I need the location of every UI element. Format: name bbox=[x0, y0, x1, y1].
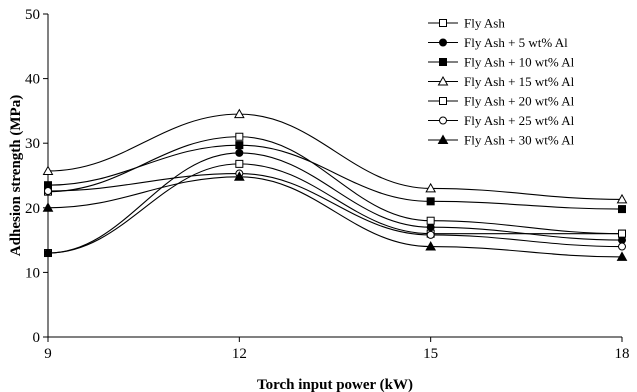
data-point bbox=[233, 108, 245, 119]
legend-label: Fly Ash + 15 wt% Al bbox=[464, 74, 575, 89]
series-line bbox=[47, 113, 623, 200]
y-tick-label: 50 bbox=[25, 7, 40, 23]
x-axis-title: Torch input power (kW) bbox=[257, 377, 413, 392]
legend-item: Fly Ash + 25 wt% Al bbox=[428, 113, 575, 128]
series-line bbox=[47, 136, 623, 235]
legend-label: Fly Ash + 10 wt% Al bbox=[464, 55, 575, 70]
series-layer bbox=[42, 108, 628, 261]
series-3 bbox=[44, 141, 626, 214]
series-line bbox=[47, 173, 623, 248]
data-point bbox=[425, 182, 437, 193]
data-point bbox=[235, 132, 244, 141]
y-tick-label: 40 bbox=[25, 72, 40, 88]
legend-marker bbox=[439, 116, 447, 125]
data-point bbox=[42, 202, 54, 212]
legend-item: Fly Ash + 10 wt% Al bbox=[428, 55, 575, 70]
legend-marker bbox=[437, 134, 449, 144]
x-tick-label: 18 bbox=[615, 346, 630, 362]
legend-label: Fly Ash + 25 wt% Al bbox=[464, 113, 575, 128]
legend-item: Fly Ash + 20 wt% Al bbox=[428, 94, 575, 109]
series-6 bbox=[44, 169, 626, 251]
data-point bbox=[618, 236, 626, 245]
legend-marker bbox=[439, 38, 447, 47]
data-point bbox=[235, 148, 244, 157]
legend-marker bbox=[439, 19, 447, 27]
series-line bbox=[47, 176, 623, 258]
data-point bbox=[618, 242, 626, 251]
data-point bbox=[235, 159, 244, 168]
legend-item: Fly Ash + 15 wt% Al bbox=[428, 74, 575, 89]
series-7 bbox=[42, 171, 628, 261]
legend-label: Fly Ash bbox=[464, 16, 505, 31]
y-tick-label: 10 bbox=[25, 265, 40, 281]
data-point bbox=[616, 251, 628, 261]
x-tick-label: 15 bbox=[423, 346, 438, 362]
data-point bbox=[616, 193, 628, 204]
legend-item: Fly Ash + 30 wt% Al bbox=[428, 133, 575, 148]
series-line bbox=[47, 163, 622, 254]
axes: 0 10 20 30 40 50 9 12 15 18 bbox=[25, 7, 630, 362]
x-tick-label: 9 bbox=[44, 346, 52, 362]
data-point bbox=[426, 223, 435, 232]
series-line bbox=[47, 152, 623, 254]
data-point bbox=[44, 187, 52, 196]
data-point bbox=[426, 230, 435, 239]
y-tick-label: 20 bbox=[25, 201, 40, 217]
data-point bbox=[425, 241, 437, 251]
legend-marker bbox=[437, 75, 449, 86]
x-tick-label: 12 bbox=[232, 346, 247, 362]
data-point bbox=[618, 229, 626, 238]
data-point bbox=[42, 165, 54, 175]
data-point bbox=[44, 249, 52, 258]
data-point bbox=[235, 141, 244, 150]
legend-label: Fly Ash + 20 wt% Al bbox=[464, 94, 575, 109]
legend: Fly Ash Fly Ash + 5 wt% Al Fly Ash + 10 wt… bbox=[428, 16, 575, 148]
legend-marker bbox=[439, 97, 447, 105]
legend-item: Fly Ash bbox=[428, 16, 505, 31]
y-tick-label: 0 bbox=[33, 330, 41, 346]
data-point bbox=[426, 216, 435, 225]
legend-item: Fly Ash + 5 wt% Al bbox=[428, 35, 568, 50]
legend-marker bbox=[439, 58, 447, 66]
y-axis-title: Adhesion strength (MPa) bbox=[8, 95, 24, 256]
data-point bbox=[233, 171, 245, 181]
series-2 bbox=[44, 148, 626, 258]
y-tick-label: 30 bbox=[25, 136, 40, 152]
data-point bbox=[618, 205, 626, 214]
legend-label: Fly Ash + 30 wt% Al bbox=[464, 133, 575, 148]
series-line bbox=[47, 144, 623, 210]
series-4 bbox=[42, 108, 628, 204]
data-point bbox=[426, 197, 435, 206]
legend-label: Fly Ash + 5 wt% Al bbox=[464, 35, 568, 50]
